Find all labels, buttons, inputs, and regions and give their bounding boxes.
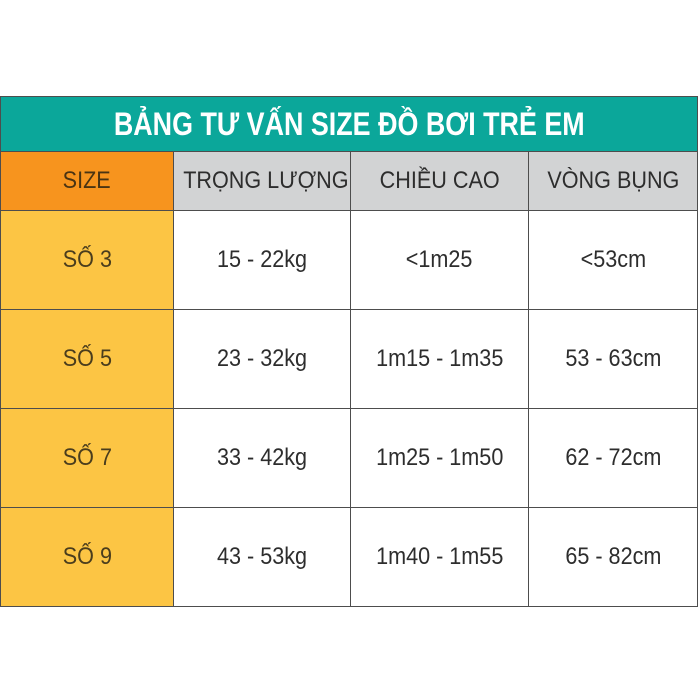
table-row: SỐ 9 43 - 53kg 1m40 - 1m55 65 - 82cm bbox=[0, 507, 699, 607]
weight-value: 33 - 42kg bbox=[216, 444, 308, 471]
waist-value: 65 - 82cm bbox=[564, 543, 662, 570]
column-header-waist-label: VÒNG BỤNG bbox=[547, 167, 680, 194]
table-row: SỐ 3 15 - 22kg <1m25 <53cm bbox=[0, 210, 699, 310]
waist-value: 62 - 72cm bbox=[564, 444, 662, 471]
height-cell: 1m40 - 1m55 bbox=[350, 507, 529, 607]
weight-cell: 43 - 53kg bbox=[173, 507, 351, 607]
weight-cell: 15 - 22kg bbox=[173, 210, 351, 310]
weight-cell: 33 - 42kg bbox=[173, 408, 351, 508]
column-header-weight-label: TRỌNG LƯỢNG bbox=[183, 167, 349, 194]
column-header-weight: TRỌNG LƯỢNG bbox=[173, 151, 351, 211]
size-cell: SỐ 5 bbox=[0, 309, 174, 409]
waist-cell: 62 - 72cm bbox=[527, 408, 699, 508]
waist-cell: 53 - 63cm bbox=[527, 309, 699, 409]
column-header-row: SIZE TRỌNG LƯỢNG CHIỀU CAO VÒNG BỤNG bbox=[0, 151, 699, 211]
height-value: 1m25 - 1m50 bbox=[375, 444, 504, 471]
waist-value: <53cm bbox=[580, 246, 646, 273]
height-cell: <1m25 bbox=[350, 210, 529, 310]
height-cell: 1m25 - 1m50 bbox=[350, 408, 529, 508]
column-header-waist: VÒNG BỤNG bbox=[527, 151, 699, 211]
weight-value: 15 - 22kg bbox=[216, 246, 308, 273]
weight-value: 43 - 53kg bbox=[216, 543, 308, 570]
size-value: SỐ 7 bbox=[62, 444, 112, 471]
height-value: 1m40 - 1m55 bbox=[375, 543, 504, 570]
size-value: SỐ 9 bbox=[62, 543, 112, 570]
table-title-text: BẢNG TƯ VẤN SIZE ĐỒ BƠI TRẺ EM bbox=[113, 105, 585, 142]
waist-value: 53 - 63cm bbox=[564, 345, 662, 372]
size-value: SỐ 3 bbox=[62, 246, 112, 273]
table-row: SỐ 5 23 - 32kg 1m15 - 1m35 53 - 63cm bbox=[0, 309, 699, 409]
weight-cell: 23 - 32kg bbox=[173, 309, 351, 409]
size-value: SỐ 5 bbox=[62, 345, 112, 372]
column-header-size: SIZE bbox=[0, 151, 174, 211]
height-value: <1m25 bbox=[406, 246, 473, 273]
table-title-row: BẢNG TƯ VẤN SIZE ĐỒ BƠI TRẺ EM bbox=[0, 96, 699, 152]
column-header-height-label: CHIỀU CAO bbox=[379, 167, 500, 194]
size-cell: SỐ 3 bbox=[0, 210, 174, 310]
height-cell: 1m15 - 1m35 bbox=[350, 309, 529, 409]
waist-cell: <53cm bbox=[527, 210, 699, 310]
weight-value: 23 - 32kg bbox=[216, 345, 308, 372]
size-cell: SỐ 7 bbox=[0, 408, 174, 508]
column-header-size-label: SIZE bbox=[62, 167, 112, 194]
size-cell: SỐ 9 bbox=[0, 507, 174, 607]
size-table: BẢNG TƯ VẤN SIZE ĐỒ BƠI TRẺ EM SIZE TRỌN… bbox=[0, 96, 699, 607]
table-row: SỐ 7 33 - 42kg 1m25 - 1m50 62 - 72cm bbox=[0, 408, 699, 508]
waist-cell: 65 - 82cm bbox=[527, 507, 699, 607]
table-title: BẢNG TƯ VẤN SIZE ĐỒ BƠI TRẺ EM bbox=[0, 96, 699, 152]
height-value: 1m15 - 1m35 bbox=[375, 345, 504, 372]
column-header-height: CHIỀU CAO bbox=[350, 151, 529, 211]
